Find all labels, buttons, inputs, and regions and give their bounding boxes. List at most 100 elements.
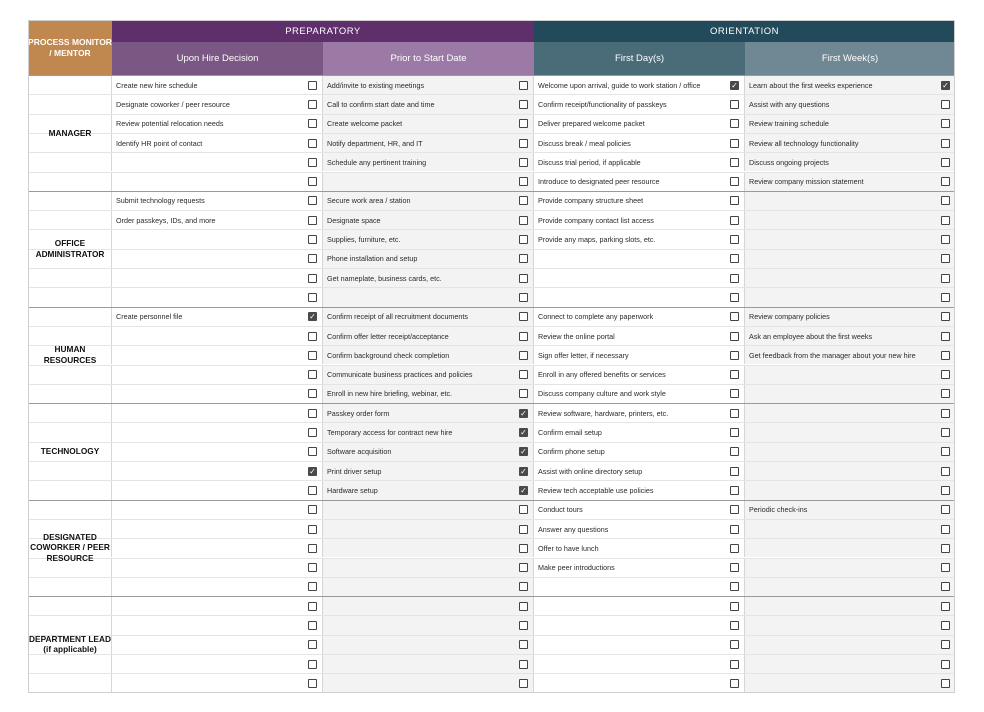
checkbox[interactable] bbox=[308, 408, 317, 418]
checkbox[interactable] bbox=[941, 138, 950, 148]
checkbox[interactable] bbox=[941, 177, 950, 187]
checkbox[interactable] bbox=[941, 678, 950, 688]
checkbox[interactable] bbox=[519, 601, 528, 611]
checkbox[interactable] bbox=[308, 640, 317, 650]
checkbox[interactable] bbox=[519, 389, 528, 399]
checkbox[interactable] bbox=[730, 447, 739, 457]
checkbox-checked[interactable] bbox=[308, 312, 317, 322]
checkbox[interactable] bbox=[308, 99, 317, 109]
checkbox[interactable] bbox=[519, 543, 528, 553]
checkbox[interactable] bbox=[730, 312, 739, 322]
checkbox[interactable] bbox=[519, 196, 528, 206]
checkbox[interactable] bbox=[519, 273, 528, 283]
checkbox[interactable] bbox=[519, 582, 528, 592]
checkbox[interactable] bbox=[941, 157, 950, 167]
checkbox[interactable] bbox=[730, 601, 739, 611]
checkbox[interactable] bbox=[308, 563, 317, 573]
checkbox[interactable] bbox=[730, 582, 739, 592]
checkbox[interactable] bbox=[519, 235, 528, 245]
checkbox[interactable] bbox=[308, 292, 317, 302]
checkbox[interactable] bbox=[519, 99, 528, 109]
checkbox[interactable] bbox=[308, 524, 317, 534]
checkbox[interactable] bbox=[941, 563, 950, 573]
checkbox[interactable] bbox=[308, 659, 317, 669]
checkbox[interactable] bbox=[519, 177, 528, 187]
checkbox[interactable] bbox=[308, 447, 317, 457]
checkbox[interactable] bbox=[308, 235, 317, 245]
checkbox[interactable] bbox=[730, 157, 739, 167]
checkbox[interactable] bbox=[941, 254, 950, 264]
checkbox-checked[interactable] bbox=[308, 466, 317, 476]
checkbox[interactable] bbox=[519, 80, 528, 90]
checkbox[interactable] bbox=[308, 350, 317, 360]
checkbox[interactable] bbox=[941, 447, 950, 457]
checkbox[interactable] bbox=[308, 485, 317, 495]
checkbox[interactable] bbox=[308, 196, 317, 206]
checkbox[interactable] bbox=[941, 582, 950, 592]
checkbox[interactable] bbox=[519, 678, 528, 688]
checkbox[interactable] bbox=[730, 350, 739, 360]
checkbox-checked[interactable] bbox=[730, 80, 739, 90]
checkbox[interactable] bbox=[730, 389, 739, 399]
checkbox[interactable] bbox=[941, 196, 950, 206]
checkbox[interactable] bbox=[941, 466, 950, 476]
checkbox[interactable] bbox=[308, 678, 317, 688]
checkbox-checked[interactable] bbox=[519, 428, 528, 438]
checkbox[interactable] bbox=[941, 659, 950, 669]
checkbox[interactable] bbox=[730, 640, 739, 650]
checkbox[interactable] bbox=[308, 582, 317, 592]
checkbox[interactable] bbox=[941, 370, 950, 380]
checkbox[interactable] bbox=[730, 543, 739, 553]
checkbox[interactable] bbox=[308, 621, 317, 631]
checkbox[interactable] bbox=[730, 177, 739, 187]
checkbox[interactable] bbox=[941, 621, 950, 631]
checkbox-checked[interactable] bbox=[519, 447, 528, 457]
checkbox[interactable] bbox=[308, 177, 317, 187]
checkbox[interactable] bbox=[519, 292, 528, 302]
checkbox[interactable] bbox=[519, 157, 528, 167]
checkbox[interactable] bbox=[941, 543, 950, 553]
checkbox[interactable] bbox=[941, 428, 950, 438]
checkbox[interactable] bbox=[308, 119, 317, 129]
checkbox[interactable] bbox=[730, 215, 739, 225]
checkbox[interactable] bbox=[730, 428, 739, 438]
checkbox[interactable] bbox=[519, 331, 528, 341]
checkbox[interactable] bbox=[308, 428, 317, 438]
checkbox[interactable] bbox=[308, 273, 317, 283]
checkbox[interactable] bbox=[730, 563, 739, 573]
checkbox[interactable] bbox=[308, 138, 317, 148]
checkbox[interactable] bbox=[730, 292, 739, 302]
checkbox[interactable] bbox=[730, 370, 739, 380]
checkbox[interactable] bbox=[308, 601, 317, 611]
checkbox[interactable] bbox=[308, 370, 317, 380]
checkbox[interactable] bbox=[730, 678, 739, 688]
checkbox[interactable] bbox=[519, 640, 528, 650]
checkbox[interactable] bbox=[941, 408, 950, 418]
checkbox[interactable] bbox=[941, 331, 950, 341]
checkbox[interactable] bbox=[730, 408, 739, 418]
checkbox[interactable] bbox=[730, 659, 739, 669]
checkbox[interactable] bbox=[308, 80, 317, 90]
checkbox[interactable] bbox=[941, 505, 950, 515]
checkbox[interactable] bbox=[730, 485, 739, 495]
checkbox[interactable] bbox=[941, 215, 950, 225]
checkbox[interactable] bbox=[730, 621, 739, 631]
checkbox[interactable] bbox=[519, 621, 528, 631]
checkbox[interactable] bbox=[519, 505, 528, 515]
checkbox[interactable] bbox=[308, 254, 317, 264]
checkbox[interactable] bbox=[730, 119, 739, 129]
checkbox[interactable] bbox=[730, 466, 739, 476]
checkbox-checked[interactable] bbox=[519, 485, 528, 495]
checkbox[interactable] bbox=[308, 215, 317, 225]
checkbox[interactable] bbox=[519, 312, 528, 322]
checkbox[interactable] bbox=[308, 331, 317, 341]
checkbox[interactable] bbox=[730, 273, 739, 283]
checkbox[interactable] bbox=[941, 312, 950, 322]
checkbox[interactable] bbox=[308, 157, 317, 167]
checkbox[interactable] bbox=[941, 292, 950, 302]
checkbox[interactable] bbox=[519, 119, 528, 129]
checkbox[interactable] bbox=[730, 196, 739, 206]
checkbox[interactable] bbox=[941, 640, 950, 650]
checkbox[interactable] bbox=[308, 543, 317, 553]
checkbox[interactable] bbox=[730, 254, 739, 264]
